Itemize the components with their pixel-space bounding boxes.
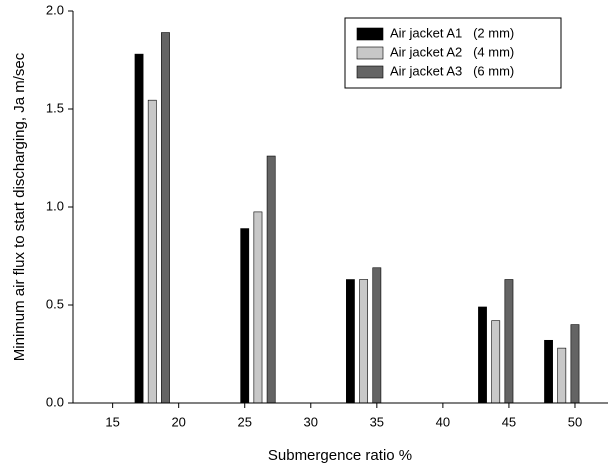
y-tick-label: 0.0 (46, 394, 64, 409)
bar (346, 279, 355, 404)
x-axis-label: Submergence ratio % (268, 447, 412, 464)
bar (266, 155, 276, 404)
x-tick-label: 15 (105, 414, 119, 429)
x-tick-label: 50 (568, 414, 582, 429)
legend-label: Air jacket A2 (4 mm) (390, 44, 514, 59)
bar (359, 279, 369, 404)
x-tick-label: 40 (436, 414, 450, 429)
bar (240, 228, 250, 404)
bar (557, 347, 567, 404)
legend-swatch (356, 27, 384, 41)
y-tick-label: 0.5 (46, 296, 64, 311)
bar (134, 53, 144, 404)
bar (570, 324, 580, 404)
x-tick-label: 25 (237, 414, 251, 429)
bar (147, 99, 157, 404)
legend-label: Air jacket A3 (6 mm) (390, 63, 514, 78)
y-axis-label: Minimum air flux to start discharging, J… (11, 52, 28, 361)
bar (253, 211, 263, 404)
bar (491, 320, 501, 404)
x-tick-label: 45 (502, 414, 516, 429)
y-tick-label: 2.0 (46, 2, 64, 17)
bar (478, 306, 487, 404)
y-tick-label: 1.0 (46, 198, 64, 213)
x-tick-label: 20 (171, 414, 185, 429)
bar (504, 279, 514, 404)
legend-swatch (356, 46, 384, 60)
bar (544, 339, 553, 404)
x-tick-label: 30 (304, 414, 318, 429)
legend-swatch (356, 65, 384, 79)
x-tick-label: 35 (370, 414, 384, 429)
bar (372, 267, 382, 404)
legend-label: Air jacket A1 (2 mm) (390, 25, 514, 40)
bar (161, 32, 170, 404)
y-tick-label: 1.5 (46, 100, 64, 115)
